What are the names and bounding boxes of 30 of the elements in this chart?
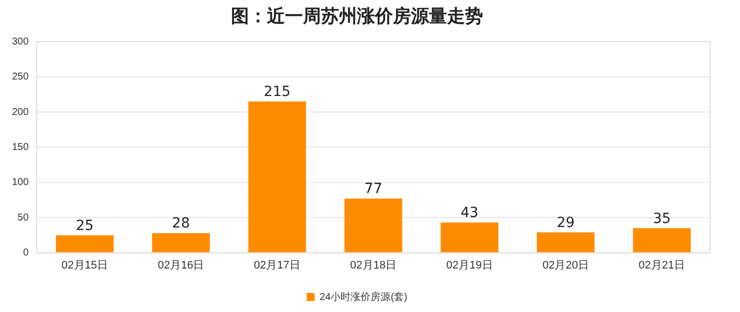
bar	[440, 222, 498, 252]
x-tick-label: 02月20日	[542, 259, 589, 272]
bar	[56, 235, 114, 252]
data-label: 43	[460, 205, 478, 222]
bar	[536, 232, 595, 252]
x-tick-label: 02月21日	[638, 259, 686, 272]
bar	[633, 228, 691, 252]
y-tick-label: 300	[12, 36, 30, 48]
chart-title: 图：近一周苏州涨价房源量走势	[231, 6, 483, 26]
y-tick-label: 150	[12, 142, 30, 153]
bar	[248, 101, 306, 252]
y-tick-label: 200	[12, 106, 30, 118]
y-tick-label: 0	[23, 248, 30, 259]
data-label: 25	[76, 218, 94, 234]
data-label: 215	[264, 84, 291, 100]
data-label: 28	[172, 216, 190, 232]
x-tick-label: 02月19日	[446, 259, 493, 272]
y-tick-label: 250	[12, 72, 30, 83]
x-tick-label: 02月16日	[158, 259, 204, 272]
legend-label: 24小时涨价房源(套)	[320, 290, 408, 303]
y-tick-label: 100	[12, 177, 30, 188]
y-tick-label: 50	[18, 212, 30, 224]
data-label: 29	[556, 215, 575, 232]
x-tick-label: 02月18日	[350, 259, 397, 272]
bar	[152, 233, 210, 252]
x-tick-label: 02月15日	[62, 259, 108, 272]
data-label: 35	[652, 210, 671, 227]
bar	[344, 198, 402, 252]
x-tick-label: 02月17日	[254, 259, 300, 272]
data-label: 77	[364, 181, 382, 198]
